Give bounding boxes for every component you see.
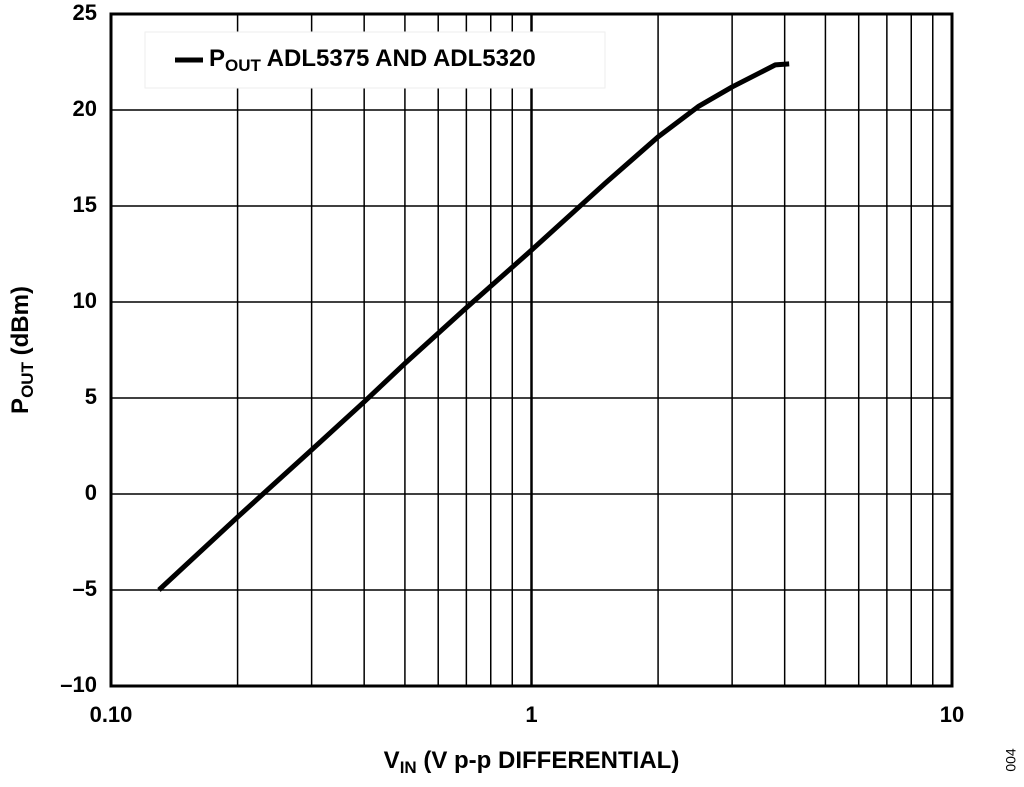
legend-box [144, 31, 606, 89]
y-tick-label: 15 [73, 192, 97, 217]
x-axis-label-main: V [384, 747, 400, 774]
y-tick-label: 10 [73, 288, 97, 313]
legend-label-rest: ADL5375 AND ADL5320 [261, 45, 536, 72]
x-tick-label: 1 [525, 702, 537, 727]
x-axis-label-rest: (V p-p DIFFERENTIAL) [417, 747, 680, 774]
y-axis-label-main: P [7, 398, 34, 414]
legend-label-main: P [209, 45, 225, 72]
plot-frame [109, 12, 954, 688]
y-tick-label: –5 [73, 576, 97, 601]
figure-code: 004 [1003, 748, 1019, 772]
y-axis-label-sub: OUT [18, 361, 37, 398]
x-axis-label-sub: IN [400, 758, 417, 777]
legend-label-sub: OUT [225, 56, 262, 75]
x-axis-label: VIN (V p-p DIFFERENTIAL) [384, 747, 680, 777]
x-tick-label: 10 [940, 702, 964, 727]
legend-label: POUT ADL5375 AND ADL5320 [209, 45, 536, 75]
y-tick-label: 0 [85, 480, 97, 505]
y-axis-label: POUT (dBm) [7, 286, 37, 414]
y-tick-label: 20 [73, 96, 97, 121]
y-tick-label: –10 [60, 672, 97, 697]
data-line [157, 61, 790, 592]
y-tick-label: 25 [73, 0, 97, 25]
y-axis-label-rest: (dBm) [7, 286, 34, 362]
x-tick-label: 0.10 [90, 702, 133, 727]
y-tick-label: 5 [85, 384, 97, 409]
